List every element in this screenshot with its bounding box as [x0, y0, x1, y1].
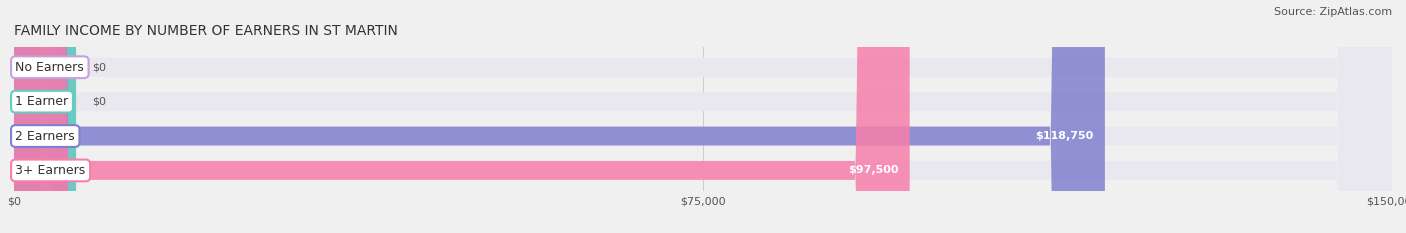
- Text: 3+ Earners: 3+ Earners: [15, 164, 86, 177]
- Text: $0: $0: [93, 97, 107, 107]
- FancyBboxPatch shape: [14, 0, 1392, 233]
- FancyBboxPatch shape: [14, 0, 1105, 233]
- FancyBboxPatch shape: [14, 0, 910, 233]
- Text: No Earners: No Earners: [15, 61, 84, 74]
- Text: Source: ZipAtlas.com: Source: ZipAtlas.com: [1274, 7, 1392, 17]
- FancyBboxPatch shape: [14, 0, 76, 233]
- Text: 2 Earners: 2 Earners: [15, 130, 75, 143]
- Text: $118,750: $118,750: [1036, 131, 1094, 141]
- FancyBboxPatch shape: [14, 0, 1392, 233]
- FancyBboxPatch shape: [14, 0, 76, 233]
- Text: $97,500: $97,500: [848, 165, 898, 175]
- Text: 1 Earner: 1 Earner: [15, 95, 69, 108]
- Text: FAMILY INCOME BY NUMBER OF EARNERS IN ST MARTIN: FAMILY INCOME BY NUMBER OF EARNERS IN ST…: [14, 24, 398, 38]
- Text: $0: $0: [93, 62, 107, 72]
- FancyBboxPatch shape: [14, 0, 1392, 233]
- FancyBboxPatch shape: [14, 0, 1392, 233]
